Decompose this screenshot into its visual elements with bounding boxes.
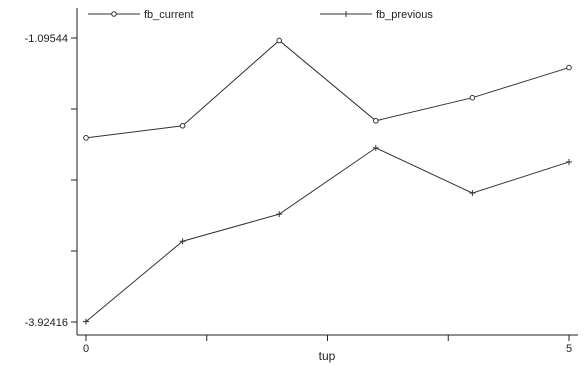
data-point [566, 64, 572, 71]
series-layer [83, 37, 572, 325]
data-point [469, 190, 476, 197]
axes [76, 8, 578, 336]
data-point [111, 11, 117, 17]
series-line [85, 147, 570, 322]
data-point [179, 238, 186, 245]
series-fb_current [83, 37, 572, 141]
series-line [85, 39, 570, 139]
data-point [372, 144, 379, 151]
data-point [343, 11, 349, 17]
y-tick-label: -1.09544 [25, 33, 68, 45]
legend-label: fb_previous [376, 9, 433, 21]
y-tick-label: -3.92416 [25, 317, 68, 329]
data-point [83, 135, 89, 141]
legend-item: fb_previous [320, 9, 433, 21]
x-axis-title: tup [319, 349, 336, 363]
data-point [373, 117, 379, 124]
legend-item: fb_current [88, 9, 194, 21]
data-point [83, 318, 89, 325]
data-point [179, 123, 186, 129]
series-fb_previous [83, 144, 572, 325]
legend-label: fb_current [144, 9, 194, 21]
data-point [566, 158, 572, 165]
x-tick-label: 5 [566, 343, 572, 355]
x-tick-label: 0 [83, 343, 89, 355]
ticks: -1.09544 -3.92416 0 5 [25, 33, 573, 355]
data-point [469, 94, 476, 101]
legend: fb_current fb_previous [88, 9, 433, 21]
data-point [276, 37, 283, 44]
data-point [276, 211, 283, 218]
